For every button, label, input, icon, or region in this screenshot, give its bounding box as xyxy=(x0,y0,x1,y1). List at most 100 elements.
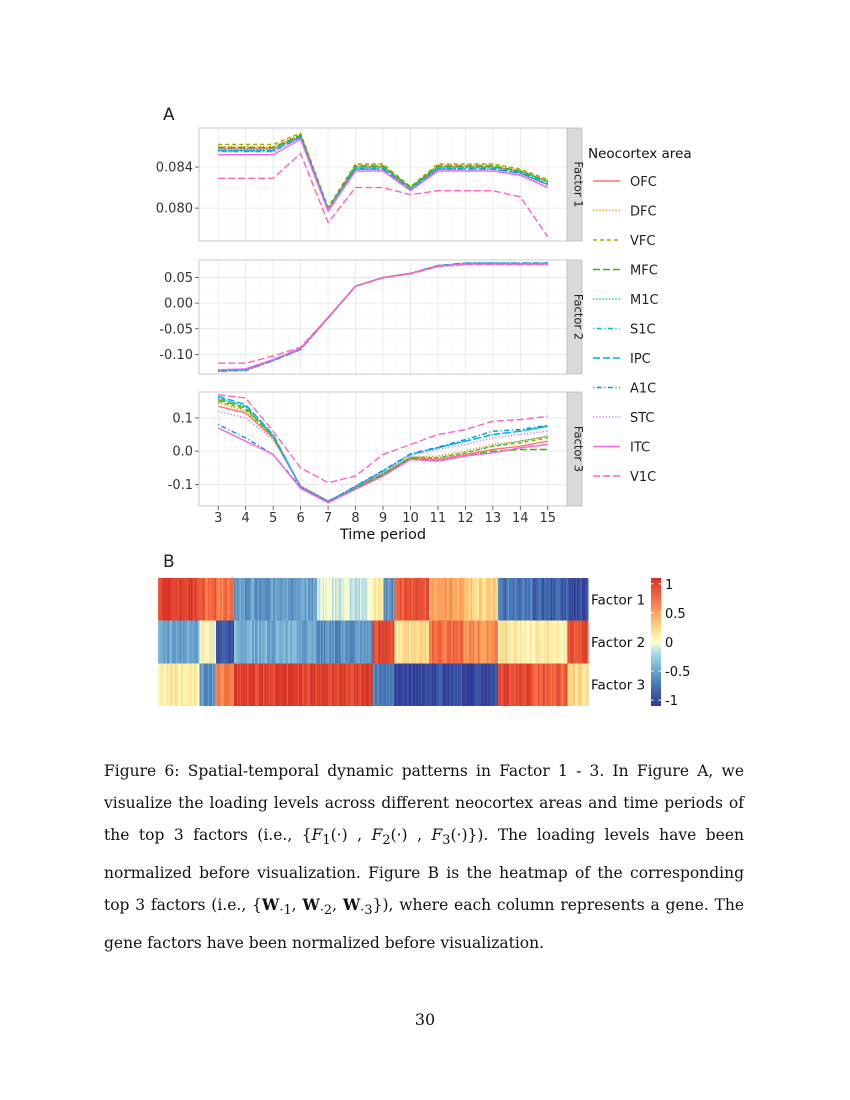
heatmap-cell xyxy=(491,620,493,664)
heatmap-cell xyxy=(422,620,424,664)
heatmap-cell xyxy=(574,620,576,664)
heatmap-cell xyxy=(553,663,556,706)
heatmap-cell xyxy=(561,578,564,621)
heatmap-cell xyxy=(437,578,440,621)
heatmap-cell xyxy=(312,663,315,706)
series-line-itc xyxy=(218,138,549,213)
heatmap-cell xyxy=(542,620,545,664)
heatmap-cell xyxy=(228,578,231,621)
heatmap-cell xyxy=(404,620,406,664)
heatmap-cell xyxy=(202,578,205,621)
heatmap-cell xyxy=(496,620,499,664)
heatmap-cell xyxy=(575,578,578,621)
heatmap-cell xyxy=(441,620,444,664)
heatmap-cell xyxy=(453,663,456,706)
heatmap-cell xyxy=(493,578,496,621)
heatmap-cell xyxy=(289,578,292,621)
heatmap-cell xyxy=(453,578,456,621)
heatmap-cell xyxy=(243,663,246,706)
heatmap-cell xyxy=(158,578,160,621)
heatmap-cell xyxy=(527,620,529,664)
heatmap-cell xyxy=(209,620,211,664)
heatmap-cell xyxy=(294,578,297,621)
heatmap-cell xyxy=(232,620,235,664)
heatmap-cell xyxy=(376,663,379,706)
heatmap-cell xyxy=(437,620,440,664)
heatmap-cell xyxy=(196,620,199,664)
heatmap-cell xyxy=(377,620,380,664)
heatmap-cell xyxy=(520,663,523,706)
heatmap-cell xyxy=(513,663,516,706)
heatmap-cell xyxy=(558,578,561,621)
heatmap-cell xyxy=(178,663,181,706)
heatmap-cell xyxy=(401,578,404,621)
caption-w3: W xyxy=(342,895,361,915)
heatmap-cell xyxy=(467,578,470,621)
heatmap-cell xyxy=(372,620,375,664)
heatmap-cell xyxy=(198,578,200,621)
heatmap-cell xyxy=(398,620,401,664)
series-line-s1c xyxy=(218,136,549,211)
heatmap-cell xyxy=(369,578,372,621)
heatmap-cell xyxy=(285,578,287,621)
heatmap-cell xyxy=(339,620,341,664)
heatmap-cell xyxy=(272,620,275,664)
heatmap-cell xyxy=(220,663,222,706)
heatmap-cell xyxy=(296,578,299,621)
heatmap-cell xyxy=(317,620,319,664)
heatmap-cell xyxy=(482,620,485,664)
heatmap-cell xyxy=(459,578,462,621)
heatmap-cell xyxy=(459,663,462,706)
colorbar-tick-label: -1 xyxy=(665,694,678,709)
heatmap-cell xyxy=(268,620,271,664)
heatmap-cell xyxy=(448,578,451,621)
heatmap-cell xyxy=(361,578,364,621)
series-line-m1c xyxy=(218,135,549,211)
heatmap-cell xyxy=(560,578,563,621)
heatmap-cell xyxy=(242,663,245,706)
heatmap-cell xyxy=(493,620,496,664)
heatmap-cell xyxy=(205,663,207,706)
heatmap-cell xyxy=(517,620,520,664)
heatmap-cell xyxy=(275,578,278,621)
heatmap-cell xyxy=(227,578,229,621)
heatmap-cell xyxy=(500,663,503,706)
heatmap-cell xyxy=(487,663,489,706)
heatmap-cell xyxy=(185,663,188,706)
heatmap-cell xyxy=(571,578,574,621)
heatmap-cell xyxy=(170,578,173,621)
heatmap-cell xyxy=(325,663,328,706)
heatmap-cell xyxy=(310,578,312,621)
heatmap-cell xyxy=(397,620,399,664)
heatmap-cell xyxy=(538,663,541,706)
heatmap-cell xyxy=(529,578,532,621)
heatmap-cell xyxy=(556,663,558,706)
heatmap-cell xyxy=(337,620,340,664)
x-tick-label: 9 xyxy=(379,511,387,526)
heatmap-cell xyxy=(207,578,210,621)
heatmap-cell xyxy=(281,620,283,664)
heatmap-cell xyxy=(182,620,185,664)
heatmap-cell xyxy=(174,578,177,621)
heatmap-cell xyxy=(292,663,294,706)
heatmap-cell xyxy=(380,578,383,621)
heatmap-cell xyxy=(294,620,297,664)
heatmap-cell xyxy=(218,578,221,621)
heatmap-cell xyxy=(582,663,585,706)
heatmap-cell xyxy=(488,578,491,621)
heatmap-cell xyxy=(308,663,311,706)
heatmap-cell xyxy=(424,578,427,621)
heatmap-cell xyxy=(571,620,574,664)
heatmap-cell xyxy=(341,620,344,664)
heatmap-cell xyxy=(509,620,511,664)
heatmap-cell xyxy=(506,578,509,621)
heatmap-cell xyxy=(279,663,282,706)
heatmap-cell xyxy=(326,578,329,621)
heatmap-cell xyxy=(431,620,434,664)
heatmap-cell xyxy=(289,620,292,664)
heatmap-cell xyxy=(359,663,362,706)
heatmap-cell xyxy=(348,663,351,706)
heatmap-cell xyxy=(311,620,314,664)
heatmap-cell xyxy=(554,663,557,706)
